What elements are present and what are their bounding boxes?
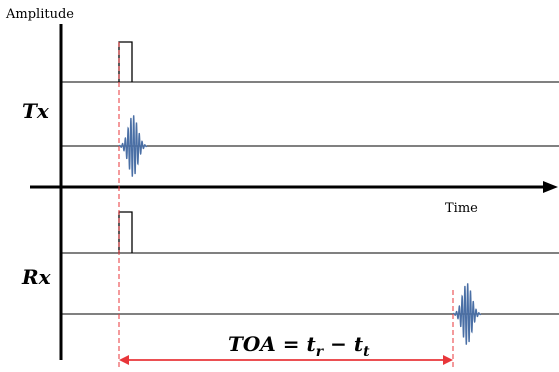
rx-trigger-pulse: [118, 211, 133, 253]
tx-waveform: [118, 115, 148, 177]
toa-formula-sub-r: r: [316, 344, 325, 360]
rx-label: Rx: [21, 265, 52, 289]
toa-formula-sub-t: t: [363, 344, 370, 360]
y-axis-label: Amplitude: [5, 7, 74, 22]
toa-formula: TOA = tr − tt: [228, 332, 370, 360]
tx-label: Tx: [22, 99, 50, 123]
rx-waveform: [452, 283, 482, 345]
toa-arrowhead-left: [119, 355, 129, 365]
toa-formula-prefix: TOA = t: [228, 332, 317, 356]
time-axis-arrowhead: [543, 181, 558, 193]
toa-formula-minus: − t: [323, 332, 364, 356]
x-axis-label: Time: [445, 201, 478, 216]
toa-arrowhead-right: [443, 355, 453, 365]
tx-trigger-pulse: [118, 41, 133, 82]
